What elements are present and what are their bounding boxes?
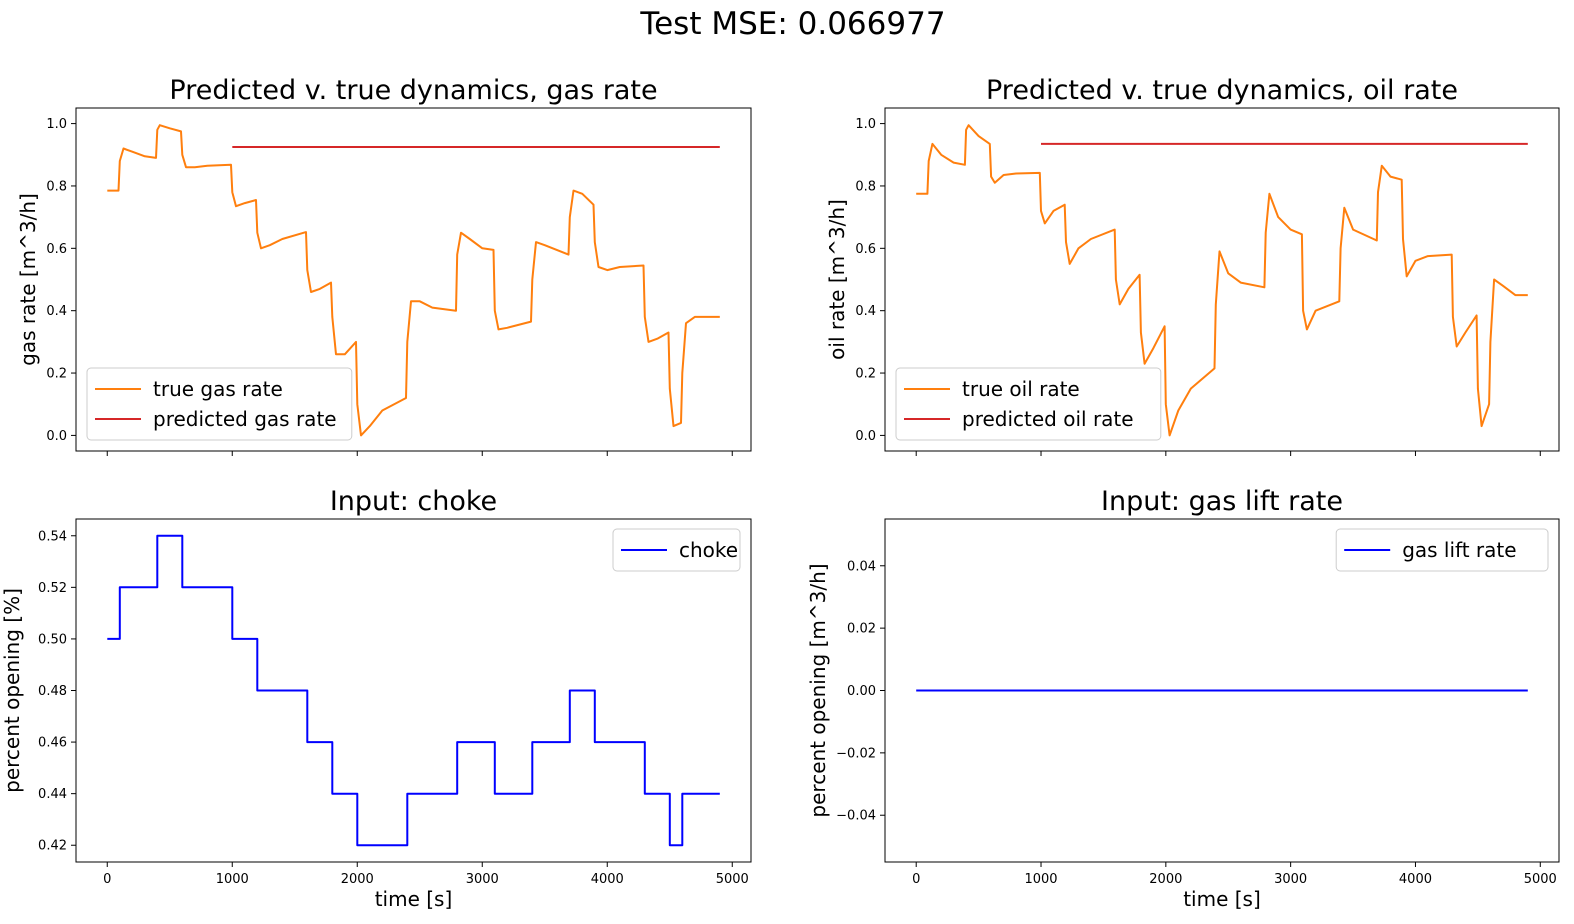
x-tick-label: 4000 [1399, 872, 1432, 887]
x-tick-label: 1000 [216, 872, 249, 887]
subplot-title: Input: choke [330, 486, 497, 517]
y-axis-label: gas rate [m^3/h] [16, 193, 40, 366]
y-tick-label: 0.52 [38, 581, 67, 596]
subplot-4: Input: gas lift rate 0 1000 2000 3000 4000 500… [806, 486, 1560, 911]
legend: choke [612, 528, 741, 572]
axes-frame [75, 107, 752, 452]
y-tick-label: 0.44 [38, 787, 67, 802]
y-tick-label: 0.02 [847, 622, 876, 637]
y-tick-label: 0.0 [46, 429, 67, 444]
y-axis-label: percent opening [m^3/h] [806, 563, 830, 817]
legend-box [612, 528, 741, 572]
legend-label: predicted gas rate [153, 407, 337, 431]
subplot-title: Predicted v. true dynamics, gas rate [169, 75, 657, 106]
subplot-3: Input: choke 0 1000 2000 3000 4000 5000 0.42 0.4… [0, 486, 752, 911]
series-line-1 [107, 534, 720, 847]
y-tick-label: 0.4 [46, 304, 67, 319]
y-tick-label: 0.6 [855, 242, 876, 257]
y-tick-label: 0.04 [847, 559, 876, 574]
x-axis-label: time [s] [375, 887, 453, 911]
x-tick-label: 5000 [716, 872, 749, 887]
y-tick-label: 0.48 [38, 684, 67, 699]
y-tick-label: 0.00 [847, 684, 876, 699]
legend-box [895, 367, 1162, 441]
legend-label: true oil rate [962, 377, 1080, 401]
legend-box [86, 367, 353, 441]
x-tick-label: 2000 [1149, 872, 1182, 887]
x-tick-label: 3000 [1274, 872, 1307, 887]
figure-suptitle: Test MSE: 0.066977 [639, 6, 945, 42]
y-tick-label: 0.50 [38, 632, 67, 647]
y-tick-label: 0.4 [855, 304, 876, 319]
y-tick-label: 1.0 [855, 117, 876, 132]
y-tick-label: 0.2 [855, 367, 876, 382]
series-line-1 [916, 124, 1528, 437]
y-tick-label: 0.42 [38, 839, 67, 854]
subplot-2: Predicted v. true dynamics, oil rate 0.0 0… [825, 75, 1560, 456]
x-tick-label: 0 [912, 872, 920, 887]
y-tick-label: 1.0 [46, 117, 67, 132]
y-tick-label: 0.46 [38, 736, 67, 751]
y-tick-label: −0.04 [836, 809, 876, 824]
y-tick-label: 0.8 [46, 179, 67, 194]
x-axis-label: time [s] [1183, 887, 1261, 911]
y-tick-label: 0.2 [46, 367, 67, 382]
legend: true oil rate predicted oil rate [895, 367, 1162, 441]
y-tick-label: 0.8 [855, 179, 876, 194]
axes-frame [884, 107, 1560, 452]
subplot-1: Predicted v. true dynamics, gas rate 0.0 0… [16, 75, 752, 456]
x-tick-label: 2000 [341, 872, 374, 887]
y-tick-label: −0.02 [836, 746, 876, 761]
legend-label: true gas rate [153, 377, 283, 401]
x-tick-label: 1000 [1024, 872, 1057, 887]
series-line-1 [107, 124, 720, 437]
legend-label: predicted oil rate [962, 407, 1134, 431]
chart-panels: Predicted v. true dynamics, gas rate0.00… [0, 75, 1560, 911]
y-tick-label: 0.54 [38, 529, 67, 544]
y-tick-label: 0.0 [855, 429, 876, 444]
legend-label: choke [679, 538, 738, 562]
subplot-title: Input: gas lift rate [1101, 486, 1343, 517]
y-axis-label: percent opening [%] [0, 588, 24, 793]
y-axis-label: oil rate [m^3/h] [825, 199, 849, 360]
legend: gas lift rate [1335, 528, 1549, 572]
legend-label: gas lift rate [1402, 538, 1516, 562]
legend: true gas rate predicted gas rate [86, 367, 353, 441]
y-tick-label: 0.6 [46, 242, 67, 257]
subplot-title: Predicted v. true dynamics, oil rate [986, 75, 1458, 106]
x-tick-label: 5000 [1524, 872, 1557, 887]
legend-box [1335, 528, 1549, 572]
x-tick-label: 3000 [466, 872, 499, 887]
x-tick-label: 0 [103, 872, 111, 887]
x-tick-label: 4000 [591, 872, 624, 887]
